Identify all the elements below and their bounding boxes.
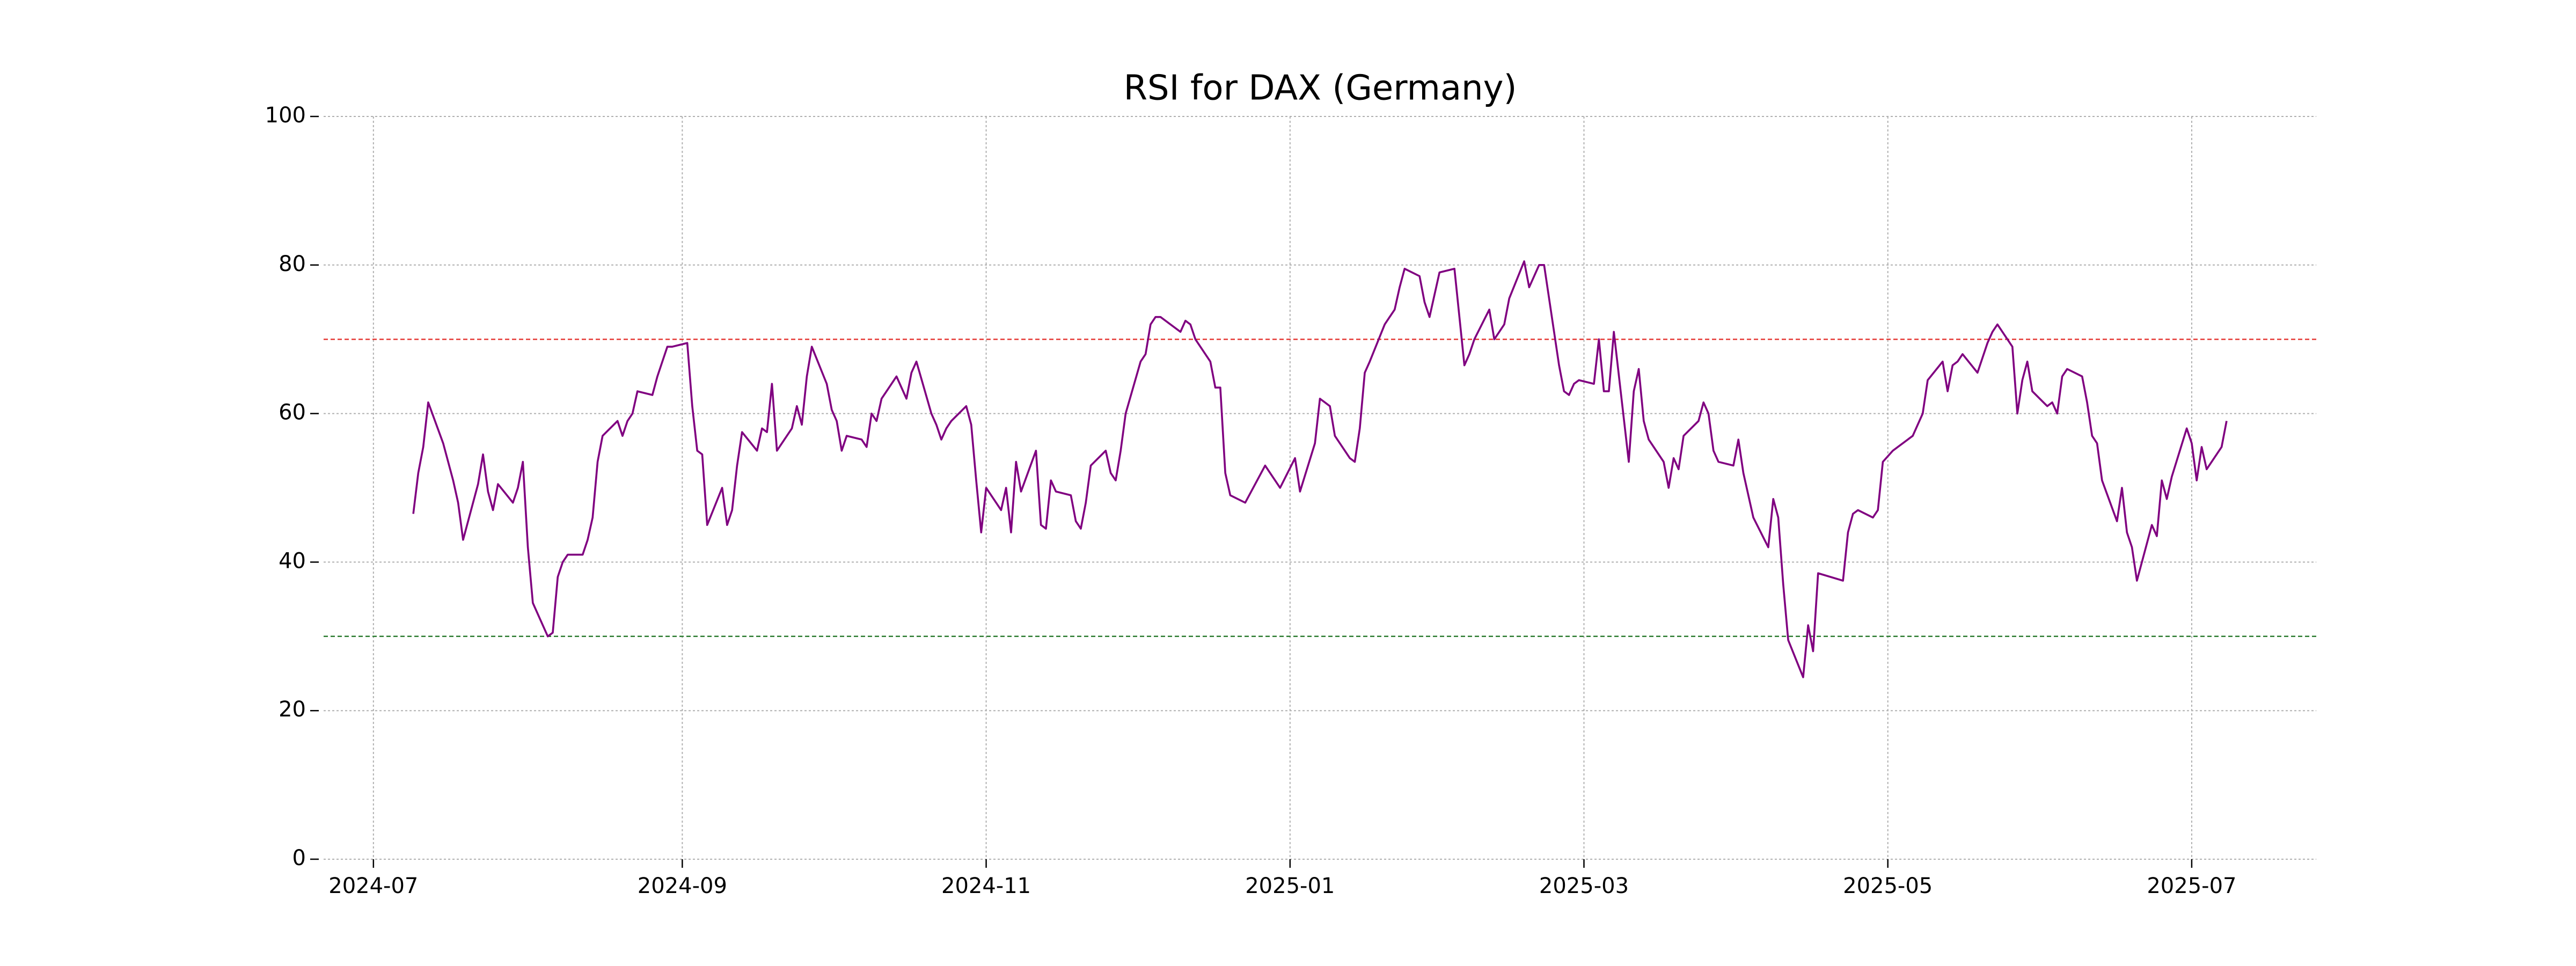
x-tick-label: 2024-09 [638,874,727,898]
rsi-line [412,260,2228,678]
y-tick-label: 40 [279,548,306,573]
y-tick-label: 80 [279,252,306,276]
y-tick-label: 0 [292,846,306,870]
x-tick-label: 2025-05 [1843,874,1933,898]
x-tick-label: 2025-03 [1539,874,1629,898]
y-tick-label: 60 [279,400,306,425]
x-tick-label: 2024-07 [328,874,418,898]
x-tick-label: 2024-11 [941,874,1031,898]
x-tick-label: 2025-07 [2147,874,2236,898]
chart-title: RSI for DAX (Germany) [1124,69,1517,108]
x-tick-label: 2025-01 [1245,874,1335,898]
y-tick-label: 100 [265,103,306,128]
y-tick-label: 20 [279,697,306,722]
